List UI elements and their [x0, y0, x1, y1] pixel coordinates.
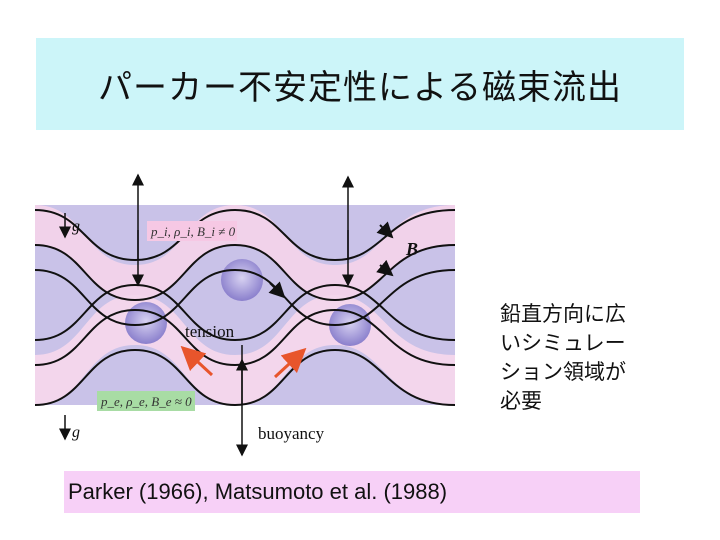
buoyancy-label: buoyancy — [258, 424, 325, 443]
field-line-6 — [34, 348, 456, 407]
side-note-line: いシミュレー — [500, 331, 626, 355]
gas-blob-right — [329, 304, 371, 346]
parker-instability-diagram: p_i, ρ_i, B_i ≠ 0 p_e, ρ_e, B_e ≈ 0 g g … — [34, 173, 456, 457]
side-note: 鉛直方向に広 いシミュレー ション領域が 必要 — [500, 300, 700, 416]
slide-title: パーカー不安定性による磁束流出 — [98, 67, 622, 108]
field-line-3 — [34, 268, 456, 327]
side-note-line: ション領域が — [500, 360, 626, 384]
field-direction-arrow-3 — [268, 281, 286, 299]
title-banner: パーカー不安定性による磁束流出 — [36, 38, 684, 130]
gravity-label-top: g — [72, 218, 80, 235]
field-label-B: B — [405, 239, 418, 259]
tension-arrow-left — [180, 345, 214, 377]
tension-arrow-right — [273, 347, 307, 379]
field-direction-arrow-1 — [376, 221, 394, 239]
inside-label: p_i, ρ_i, B_i ≠ 0 — [150, 224, 236, 239]
side-note-line: 鉛直方向に広 — [500, 302, 626, 326]
outside-label: p_e, ρ_e, B_e ≈ 0 — [100, 394, 192, 409]
field-line-5 — [34, 308, 456, 367]
citation-box: Parker (1966), Matsumoto et al. (1988) — [64, 471, 640, 513]
field-line-1 — [34, 208, 456, 262]
inside-label-box — [147, 221, 237, 241]
tension-label: tension — [185, 322, 235, 341]
gravity-label-bottom: g — [72, 424, 80, 441]
outside-label-box — [97, 391, 195, 411]
field-direction-arrow-2 — [376, 259, 394, 277]
field-line-4 — [34, 283, 456, 342]
side-note-line: 必要 — [500, 389, 542, 413]
field-line-2 — [34, 243, 456, 302]
gas-blob-top — [221, 259, 263, 301]
